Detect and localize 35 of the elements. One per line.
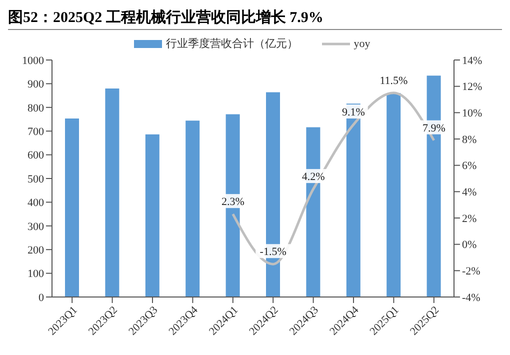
legend-label: 行业季度营收合计（亿元） [164,36,298,51]
data-label: 9.1% [342,106,365,119]
y2-tick-label: 0% [462,239,477,252]
y-tick-label: 0 [38,292,44,304]
bar [186,120,200,297]
bar [105,88,120,297]
y2-tick-label: 2% [462,212,477,225]
y2-tick-label: 8% [462,134,477,146]
y-tick-label: 500 [28,173,44,186]
chart-title: 图52：2025Q2 工程机械行业营收同比增长 7.9% [8,8,502,30]
y2-tick-label: -2% [462,266,480,278]
y-tick-label: 600 [28,150,44,162]
bar [65,118,79,297]
bar [386,92,401,297]
y2-tick-label: 14% [462,54,482,67]
y2-tick-label: -4% [462,292,480,304]
y-tick-label: 100 [28,268,44,280]
y-tick-label: 700 [28,126,44,138]
data-label: 11.5% [380,74,408,87]
y2-tick-label: 4% [462,186,477,199]
y-tick-label: 900 [28,78,44,91]
y2-tick-label: 6% [462,160,477,172]
data-label: -1.5% [260,246,286,258]
data-label: 7.9% [422,122,446,134]
y-tick-label: 200 [28,244,44,257]
y2-tick-label: 12% [462,81,482,94]
data-label: 2.3% [221,196,244,208]
y2-tick-label: 10% [462,108,482,120]
bar [145,134,160,297]
data-label: 4.2% [302,171,325,184]
y-tick-label: 400 [28,197,44,210]
y-tick-label: 300 [28,220,44,233]
y-tick-label: 800 [28,102,44,114]
y-tick-label: 1000 [22,54,44,67]
legend-label: yoy [352,36,370,51]
